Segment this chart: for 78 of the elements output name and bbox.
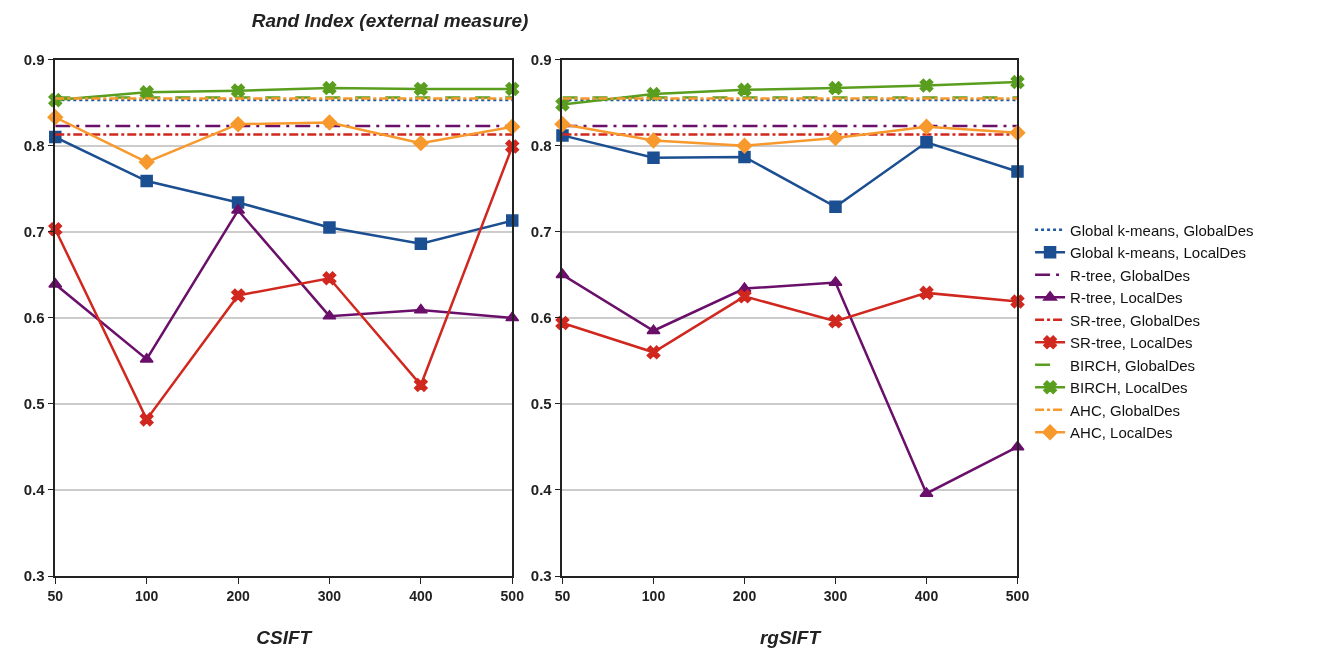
point bbox=[230, 116, 246, 133]
point bbox=[413, 378, 428, 392]
point bbox=[828, 81, 843, 96]
x-axis-title: rgSIFT bbox=[759, 626, 822, 648]
y-tick-label: 0.3 bbox=[23, 567, 45, 585]
point bbox=[414, 237, 428, 251]
point bbox=[1010, 294, 1025, 309]
point bbox=[322, 309, 337, 320]
legend-label: BIRCH, GlobalDes bbox=[1070, 356, 1196, 374]
point bbox=[919, 285, 934, 300]
y-tick-label: 0.5 bbox=[530, 395, 552, 413]
point bbox=[828, 276, 843, 287]
legend-label: R-tree, LocalDes bbox=[1070, 289, 1183, 307]
point bbox=[647, 151, 660, 165]
y-tick-label: 0.8 bbox=[23, 136, 45, 154]
point bbox=[322, 81, 337, 96]
legend-label: Global k-means, LocalDes bbox=[1070, 244, 1246, 262]
point bbox=[645, 132, 662, 149]
point bbox=[140, 174, 153, 188]
legend-label: BIRCH, LocalDes bbox=[1070, 379, 1188, 397]
point bbox=[918, 118, 935, 135]
point bbox=[412, 135, 429, 152]
x-tick-label: 100 bbox=[641, 587, 666, 604]
x-tick-label: 400 bbox=[914, 587, 939, 604]
x-tick-label: 300 bbox=[823, 587, 848, 604]
point bbox=[505, 139, 520, 154]
y-tick-label: 0.7 bbox=[530, 223, 552, 241]
legend-label: SR-tree, GlobalDes bbox=[1070, 311, 1201, 329]
x-tick-label: 100 bbox=[134, 587, 159, 604]
legend-label: Global k-means, GlobalDes bbox=[1070, 221, 1254, 239]
point bbox=[506, 214, 519, 227]
point bbox=[920, 136, 933, 149]
point bbox=[919, 78, 934, 93]
y-tick-label: 0.6 bbox=[530, 309, 552, 327]
chart-title: Rand Index (external measure) bbox=[251, 9, 529, 31]
point bbox=[737, 82, 752, 97]
point bbox=[138, 154, 155, 170]
y-tick-label: 0.9 bbox=[530, 50, 552, 68]
point bbox=[737, 289, 752, 304]
x-tick-label: 500 bbox=[1005, 587, 1030, 604]
point bbox=[231, 83, 246, 98]
legend-label: AHC, GlobalDes bbox=[1070, 401, 1181, 419]
point bbox=[827, 130, 844, 146]
point bbox=[829, 200, 842, 214]
y-tick-label: 0.8 bbox=[530, 136, 552, 154]
point bbox=[322, 271, 337, 286]
legend-label: AHC, LocalDes bbox=[1070, 424, 1173, 442]
point bbox=[231, 288, 246, 303]
x-tick-label: 400 bbox=[409, 587, 433, 604]
y-tick-label: 0.3 bbox=[530, 567, 552, 585]
point bbox=[321, 114, 338, 131]
point bbox=[1011, 165, 1024, 178]
point bbox=[646, 345, 661, 360]
x-tick-label: 300 bbox=[317, 587, 342, 604]
y-tick-label: 0.7 bbox=[23, 223, 45, 241]
point bbox=[323, 221, 336, 234]
y-tick-label: 0.4 bbox=[23, 481, 46, 499]
y-tick-label: 0.5 bbox=[23, 395, 45, 413]
point bbox=[646, 324, 661, 335]
point bbox=[413, 303, 428, 314]
legend-label: R-tree, GlobalDes bbox=[1070, 266, 1191, 284]
point bbox=[413, 81, 428, 96]
x-tick-label: 500 bbox=[500, 587, 525, 604]
legend-label: SR-tree, LocalDes bbox=[1070, 334, 1193, 352]
y-tick-label: 0.4 bbox=[530, 481, 553, 499]
point bbox=[139, 412, 154, 427]
point bbox=[738, 150, 751, 164]
point bbox=[139, 85, 154, 100]
point bbox=[736, 137, 753, 154]
y-tick-label: 0.6 bbox=[23, 309, 45, 327]
x-tick-label: 50 bbox=[554, 587, 571, 604]
point bbox=[139, 352, 154, 363]
point bbox=[828, 314, 843, 329]
x-tick-label: 200 bbox=[732, 587, 757, 604]
x-axis-title: CSIFT bbox=[256, 626, 313, 648]
x-tick-label: 200 bbox=[226, 587, 250, 604]
x-tick-label: 50 bbox=[47, 587, 64, 604]
y-tick-label: 0.9 bbox=[23, 50, 45, 68]
